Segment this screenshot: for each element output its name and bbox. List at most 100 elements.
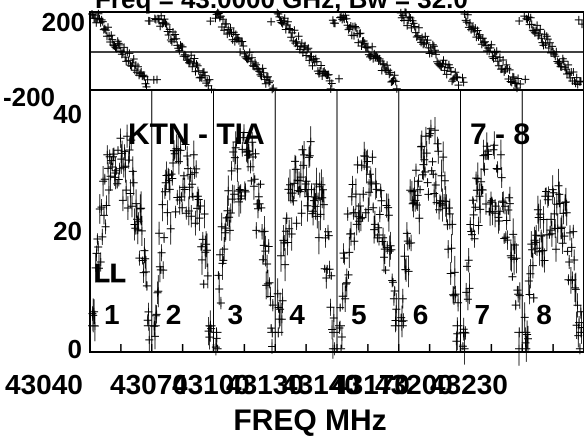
phase-point [390,71,399,80]
x-tick-label: 43070 [110,369,188,400]
amp-point [310,196,318,205]
phase-point [280,14,289,23]
amp-point [364,205,373,214]
amp-point [407,238,416,247]
amp-point [458,327,469,338]
phase-point [294,32,303,41]
amp-point [252,226,261,235]
phase-point [204,81,213,90]
phase-point [522,14,531,23]
amp-point [370,220,379,229]
amp-point [324,227,332,236]
phase-point [122,57,131,66]
phase-point [356,29,365,38]
phase-point [211,14,220,23]
amp-y-tick-20: 20 [53,216,82,246]
amp-point [496,150,505,159]
amp-point [180,185,189,194]
phase-point [232,35,241,44]
amp-point [123,132,132,141]
amp-point [344,270,353,279]
phase-point [317,61,326,70]
amp-point [267,324,276,333]
phase-point [468,22,477,31]
amp-point [465,284,474,293]
amp-point [489,145,498,154]
phase-point [100,24,109,33]
amp-point [126,189,135,198]
amp-point [505,193,514,202]
amp-point [179,171,188,180]
amp-point [113,179,122,188]
amp-point [326,303,335,312]
amp-point [499,198,508,207]
amp-point [263,279,272,288]
phase-point [548,42,557,51]
amp-point [316,210,325,219]
amp-point [219,256,228,265]
amp-point [220,245,229,254]
amp-point [569,227,578,236]
amp-point [109,150,118,159]
phase-point [460,10,469,18]
phase-point [302,51,311,60]
amp-point [123,204,132,212]
phase-point [213,8,222,17]
amp-point [379,233,388,242]
amp-point [356,214,365,223]
amp-point [496,207,504,216]
amp-point [155,229,164,238]
amp-point [282,214,291,223]
amp-point [310,193,319,201]
amp-point [287,230,296,238]
amp-point [99,177,108,186]
amp-point [90,307,99,316]
amp-point [232,138,241,146]
amp-point [237,192,246,200]
amp-point [94,243,103,251]
amp-point [233,164,242,173]
amp-point [447,244,456,253]
amp-point [342,278,351,287]
amp-point [347,229,355,238]
amp-point [538,246,547,255]
amp-point [441,197,450,206]
phase-point [327,79,336,88]
phase-point [283,17,292,26]
amp-point [400,252,409,261]
amp-point [413,191,422,200]
phase-point [193,61,202,70]
amp-point [159,266,168,275]
phase-point [541,40,550,48]
amp-point [197,242,206,251]
phase-point [514,74,523,83]
amp-point [392,305,401,314]
amp-point [555,190,564,199]
amp-point [544,192,553,201]
amp-point [480,165,489,174]
amp-point [151,332,159,341]
phase-point [190,54,199,63]
amp-point [132,199,141,208]
amp-point [547,229,556,238]
amp-point [490,141,499,150]
phase-point [215,13,224,22]
amp-point [337,333,346,341]
amp-point [505,199,514,208]
amp-point [565,258,574,266]
amp-point [525,290,534,299]
amp-point [239,133,248,142]
amp-point [311,202,320,211]
amp-point [165,185,174,194]
amp-point [410,187,419,195]
amp-point [104,186,113,194]
amp-point [495,217,504,225]
phase-point [447,67,455,76]
amp-point [215,285,224,293]
amp-point [176,146,185,155]
phase-point [160,15,169,24]
amp-point [549,188,558,197]
phase-point [416,35,424,44]
phase-point [219,15,227,24]
amp-point [380,253,388,262]
